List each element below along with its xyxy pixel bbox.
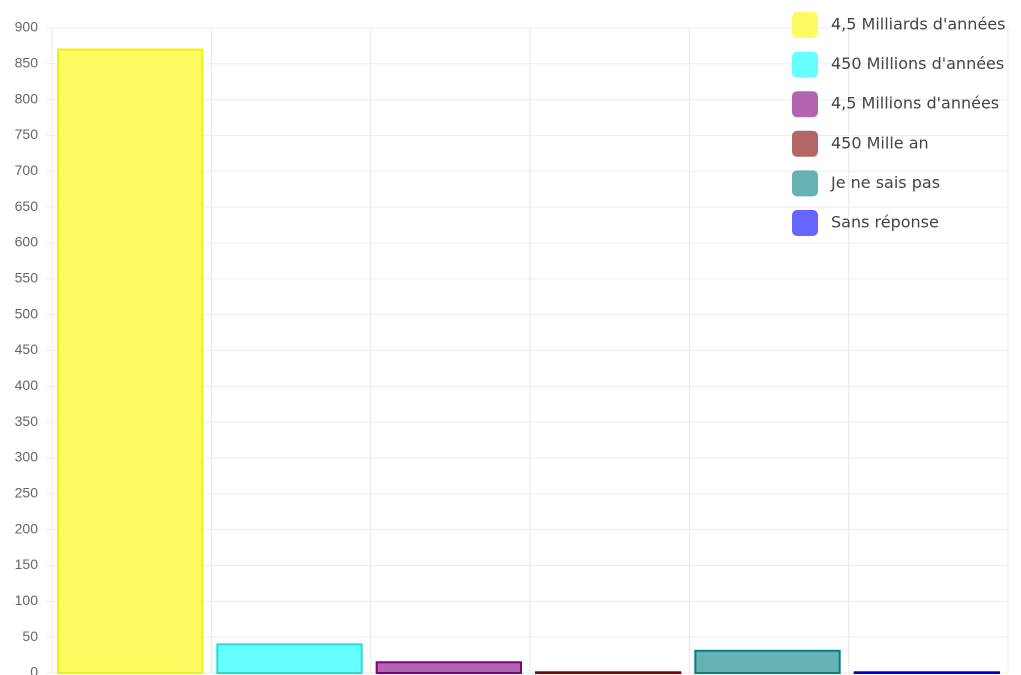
legend-label: 4,5 Milliards d'années (831, 15, 1005, 34)
y-tick-label: 750 (15, 126, 39, 142)
bar (853, 671, 1001, 674)
legend-label: Je ne sais pas (830, 173, 940, 192)
bar (57, 48, 204, 674)
legend-swatch (792, 130, 818, 157)
y-tick-label: 600 (15, 234, 39, 250)
y-tick-label: 400 (15, 377, 39, 393)
y-tick-label: 850 (15, 55, 39, 71)
legend-label: 4,5 Millions d'années (831, 94, 999, 113)
y-tick-label: 550 (15, 270, 39, 286)
bar (535, 671, 682, 674)
y-tick-label: 200 (15, 520, 39, 536)
y-tick-label: 800 (15, 90, 39, 106)
legend-swatch (792, 210, 818, 236)
y-tick-label: 650 (15, 198, 39, 214)
legend-label: 450 Millions d'années (831, 54, 1004, 73)
y-tick-label: 450 (15, 341, 39, 357)
legend-swatch (792, 170, 818, 197)
y-tick-label: 50 (22, 628, 38, 644)
legend-label: 450 Mille an (831, 133, 929, 152)
y-tick-label: 500 (15, 305, 39, 321)
y-tick-label: 0 (30, 664, 38, 675)
y-tick-label: 350 (15, 413, 39, 429)
legend-swatch (792, 12, 818, 38)
bar (694, 649, 841, 674)
y-tick-label: 250 (15, 485, 39, 501)
legend-label: Sans réponse (831, 213, 939, 232)
y-tick-label: 900 (15, 19, 39, 35)
legend-swatch (792, 51, 818, 78)
legend-swatch (792, 91, 818, 118)
y-tick-label: 150 (15, 556, 39, 572)
y-tick-label: 700 (15, 162, 39, 178)
bar (216, 643, 363, 674)
y-tick-label: 300 (15, 449, 39, 465)
y-tick-label: 100 (15, 592, 39, 608)
bar (375, 661, 522, 674)
